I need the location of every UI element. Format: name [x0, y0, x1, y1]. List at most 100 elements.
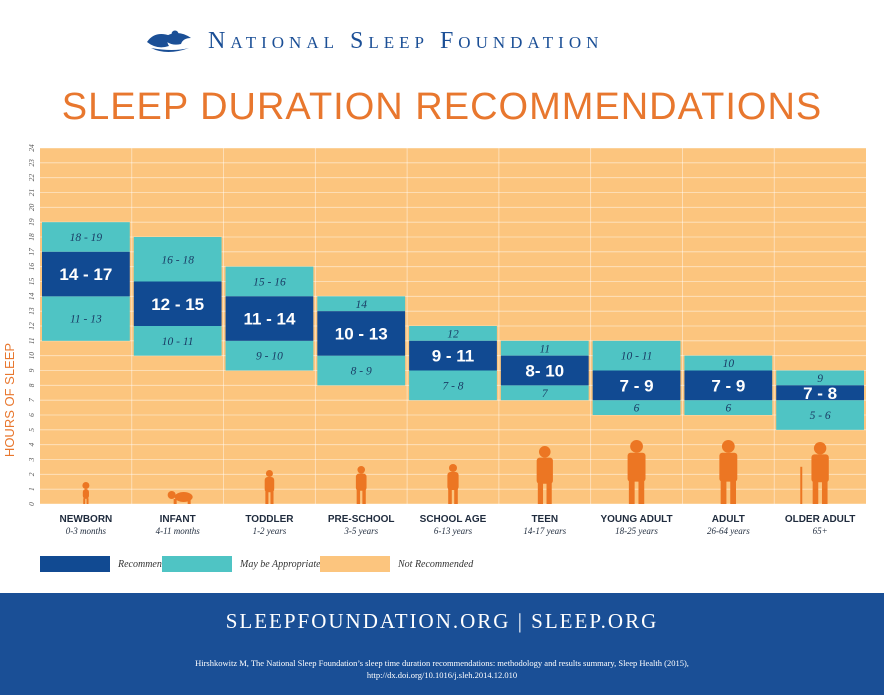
organization-name: National Sleep Foundation — [208, 28, 604, 54]
x-category-label: OLDER ADULT — [785, 514, 856, 525]
bar-may-be-appropriate-lower — [684, 400, 773, 415]
x-category-age-label: 3-5 years — [343, 526, 378, 536]
y-tick-label: 15 — [27, 278, 36, 286]
bar-may-be-appropriate-upper — [133, 237, 222, 282]
data-label-recommended: 12 - 15 — [151, 295, 204, 314]
bar-recommended — [225, 296, 314, 341]
data-label-may-be-appropriate-lower: 7 - 8 — [442, 380, 463, 392]
legend-label: Recommended — [118, 558, 177, 570]
x-category-age-label: 26-64 years — [707, 526, 750, 536]
toddler-figure-icon — [264, 470, 275, 504]
bar-may-be-appropriate-lower — [776, 400, 864, 430]
x-category-age-label: 4-11 months — [156, 526, 201, 536]
data-label-recommended: 11 - 14 — [243, 310, 296, 329]
bar-may-be-appropriate-upper — [592, 340, 681, 371]
y-tick-label: 5 — [27, 428, 36, 432]
bar-may-be-appropriate-lower — [592, 400, 681, 415]
y-tick-label: 16 — [27, 263, 36, 271]
legend-label: Not Recommended — [398, 558, 474, 570]
bar-recommended — [776, 385, 864, 401]
y-tick-label: 0 — [27, 502, 36, 506]
x-category-age-label: 1-2 years — [253, 526, 287, 536]
bar-may-be-appropriate-lower — [500, 385, 589, 401]
data-label-may-be-appropriate-upper: 12 — [447, 328, 459, 340]
footer: SLEEPFOUNDATION.ORG | SLEEP.ORG Hirshkow… — [0, 593, 884, 695]
teen-figure-icon — [536, 446, 553, 504]
citation: Hirshkowitz M, The National Sleep Founda… — [60, 657, 824, 681]
bar-recommended — [317, 311, 406, 356]
citation-line-1: Hirshkowitz M, The National Sleep Founda… — [195, 658, 689, 668]
x-category-age-label: 18-25 years — [615, 526, 658, 536]
data-label-recommended: 9 - 11 — [432, 347, 475, 366]
data-label-recommended: 7 - 8 — [803, 384, 837, 403]
child-figure-icon — [447, 464, 459, 504]
bar-recommended — [684, 370, 773, 401]
data-label-may-be-appropriate-lower: 8 - 9 — [351, 366, 372, 378]
legend-swatch-may-be-appropriate — [162, 556, 232, 572]
y-tick-label: 17 — [27, 248, 36, 256]
y-axis-label: HOURS OF SLEEP — [2, 343, 17, 457]
adult-figure-icon — [719, 440, 738, 504]
data-label-recommended: 10 - 13 — [335, 324, 388, 343]
data-label-may-be-appropriate-upper: 16 - 18 — [161, 254, 194, 266]
legend-swatch-not-recommended — [320, 556, 390, 572]
y-tick-label: 7 — [27, 398, 36, 402]
data-label-may-be-appropriate-lower: 11 - 13 — [70, 314, 102, 326]
bar-recommended — [592, 370, 681, 401]
data-label-may-be-appropriate-lower: 6 — [634, 403, 640, 415]
sleep-duration-chart: 0123456789101112131415161718192021222324… — [2, 144, 866, 536]
data-label-may-be-appropriate-upper: 15 - 16 — [253, 277, 286, 289]
bar-may-be-appropriate-upper — [776, 370, 864, 386]
x-category-age-label: 0-3 months — [66, 526, 107, 536]
data-label-may-be-appropriate-upper: 11 — [539, 343, 550, 355]
y-tick-label: 19 — [27, 218, 36, 226]
bar-may-be-appropriate-lower — [42, 296, 130, 341]
data-label-may-be-appropriate-upper: 18 - 19 — [70, 232, 103, 244]
y-tick-label: 3 — [27, 457, 36, 462]
y-tick-label: 4 — [27, 443, 36, 447]
citation-doi-link[interactable]: http://dx.doi.org/10.1016/j.sleh.2014.12… — [366, 670, 518, 680]
legend-item-recommended: Recommended — [40, 556, 176, 572]
x-category-label: PRE-SCHOOL — [328, 514, 395, 525]
bar-may-be-appropriate-upper — [225, 266, 314, 297]
data-label-recommended: 14 - 17 — [59, 265, 112, 284]
bar-may-be-appropriate-upper — [684, 355, 773, 371]
bar-may-be-appropriate-lower — [317, 355, 406, 386]
y-tick-label: 21 — [27, 189, 36, 197]
sleep-foundation-logo-icon — [147, 30, 191, 52]
y-tick-label: 22 — [27, 174, 36, 182]
x-category-label: ADULT — [712, 514, 745, 525]
y-tick-label: 12 — [27, 322, 36, 330]
y-tick-label: 9 — [27, 368, 36, 372]
x-category-label: TEEN — [531, 514, 558, 525]
y-tick-label: 23 — [27, 159, 36, 167]
x-category-age-label: 14-17 years — [523, 526, 566, 536]
baby-figure-icon — [82, 482, 90, 504]
data-label-may-be-appropriate-upper: 14 — [355, 299, 367, 311]
bar-may-be-appropriate-lower — [133, 326, 222, 356]
young-adult-figure-icon — [627, 440, 646, 504]
bar-may-be-appropriate-upper — [409, 326, 497, 341]
y-tick-label: 24 — [27, 144, 36, 152]
y-tick-label: 8 — [27, 383, 36, 387]
data-label-may-be-appropriate-lower: 5 - 6 — [810, 410, 831, 422]
bar-may-be-appropriate-upper — [500, 340, 589, 356]
bar-may-be-appropriate-upper — [42, 222, 130, 252]
y-tick-label: 20 — [27, 203, 36, 211]
x-category-age-label: 65+ — [813, 526, 828, 536]
bar-recommended — [409, 340, 497, 371]
y-tick-label: 10 — [27, 352, 36, 360]
preschooler-figure-icon — [355, 466, 367, 504]
y-tick-label: 11 — [27, 337, 36, 344]
x-category-label: INFANT — [160, 514, 196, 525]
legend-item-may-be-appropriate: May be Appropriate — [162, 556, 321, 572]
y-tick-label: 18 — [27, 233, 36, 241]
y-tick-label: 2 — [27, 472, 36, 476]
footer-urls[interactable]: SLEEPFOUNDATION.ORG | SLEEP.ORG — [225, 609, 659, 633]
data-label-may-be-appropriate-lower: 7 — [542, 388, 549, 400]
y-tick-label: 6 — [27, 413, 36, 417]
bar-may-be-appropriate-lower — [225, 340, 314, 371]
data-label-may-be-appropriate-lower: 10 - 11 — [162, 336, 194, 348]
x-category-label: SCHOOL AGE — [420, 514, 487, 525]
bar-recommended — [500, 355, 589, 386]
